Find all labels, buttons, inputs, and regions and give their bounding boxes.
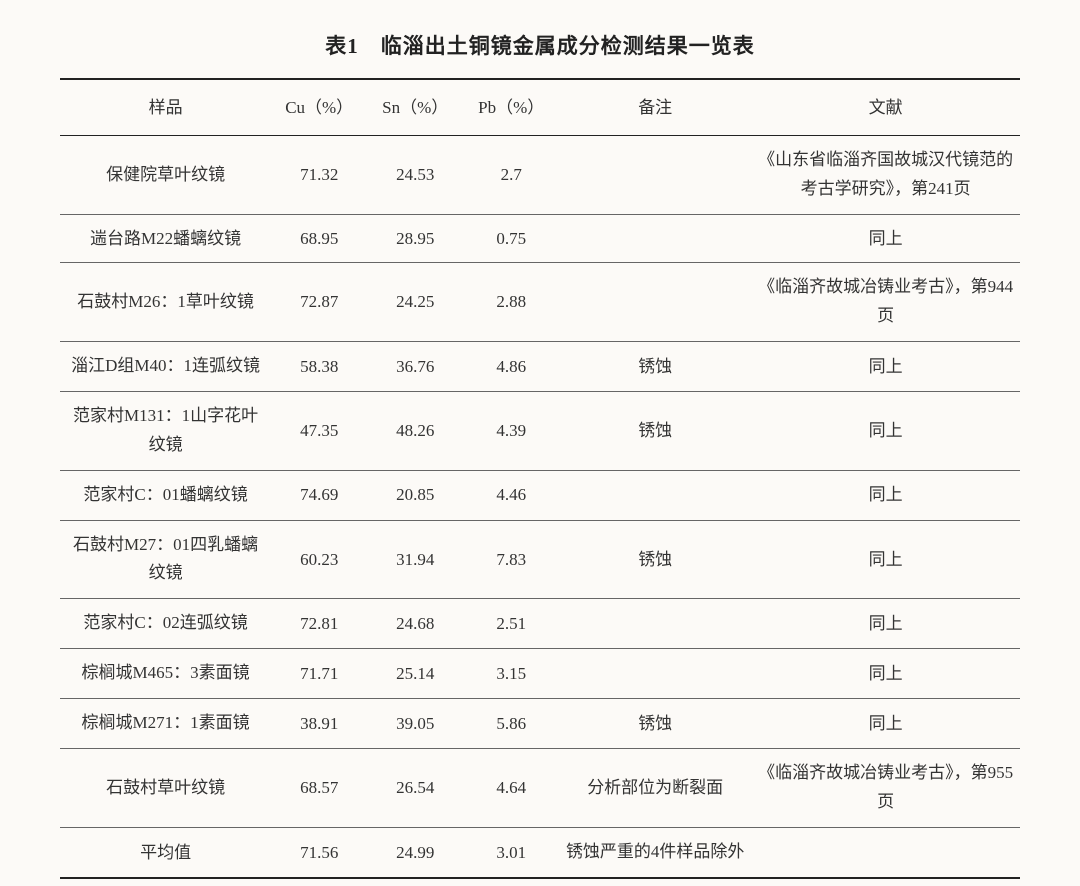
cell-sample: 棕榈城M271：1素面镜 <box>60 699 271 749</box>
cell-cu: 72.81 <box>271 599 367 649</box>
table-row: 保健院草叶纹镜71.3224.532.7 《山东省临淄齐国故城汉代镜范的考古学研究… <box>60 136 1020 215</box>
cell-sample: 平均值 <box>60 827 271 877</box>
cell-pb: 2.51 <box>463 599 559 649</box>
cell-note: 锈蚀 <box>559 520 751 599</box>
cell-pb: 4.86 <box>463 341 559 391</box>
data-table: 样品 Cu（%） Sn（%） Pb（%） 备注 文献 保健院草叶纹镜71.322… <box>60 78 1020 879</box>
cell-pb: 4.39 <box>463 391 559 470</box>
cell-pb: 2.88 <box>463 263 559 342</box>
cell-pb: 3.01 <box>463 827 559 877</box>
cell-ref: 同上 <box>751 599 1020 649</box>
cell-pb: 2.7 <box>463 136 559 215</box>
cell-sn: 28.95 <box>367 214 463 262</box>
cell-pb: 4.46 <box>463 470 559 520</box>
col-header-cu: Cu（%） <box>271 79 367 136</box>
cell-ref: 《临淄齐故城冶铸业考古》，第955页 <box>751 748 1020 827</box>
cell-ref: 同上 <box>751 470 1020 520</box>
table-row: 石鼓村M27：01四乳蟠螭纹镜60.2331.947.83锈蚀同上 <box>60 520 1020 599</box>
cell-ref: 同上 <box>751 214 1020 262</box>
cell-note: 分析部位为断裂面 <box>559 748 751 827</box>
col-header-note: 备注 <box>559 79 751 136</box>
table-row: 平均值71.5624.993.01锈蚀严重的4件样品除外 <box>60 827 1020 877</box>
cell-sn: 31.94 <box>367 520 463 599</box>
cell-cu: 74.69 <box>271 470 367 520</box>
cell-pb: 0.75 <box>463 214 559 262</box>
cell-sample: 棕榈城M465：3素面镜 <box>60 649 271 699</box>
table-row: 遄台路M22蟠螭纹镜68.9528.950.75 同上 <box>60 214 1020 262</box>
cell-ref: 《山东省临淄齐国故城汉代镜范的考古学研究》，第241页 <box>751 136 1020 215</box>
table-header-row: 样品 Cu（%） Sn（%） Pb（%） 备注 文献 <box>60 79 1020 136</box>
cell-sample: 保健院草叶纹镜 <box>60 136 271 215</box>
cell-sn: 26.54 <box>367 748 463 827</box>
cell-ref <box>751 827 1020 877</box>
cell-ref: 同上 <box>751 699 1020 749</box>
cell-sample: 淄江D组M40：1连弧纹镜 <box>60 341 271 391</box>
cell-sample: 范家村C：01蟠螭纹镜 <box>60 470 271 520</box>
cell-note: 锈蚀 <box>559 699 751 749</box>
cell-cu: 71.71 <box>271 649 367 699</box>
col-header-pb: Pb（%） <box>463 79 559 136</box>
table-row: 淄江D组M40：1连弧纹镜58.3836.764.86锈蚀同上 <box>60 341 1020 391</box>
cell-ref: 《临淄齐故城冶铸业考古》，第944页 <box>751 263 1020 342</box>
cell-sample: 石鼓村草叶纹镜 <box>60 748 271 827</box>
cell-note <box>559 470 751 520</box>
cell-pb: 4.64 <box>463 748 559 827</box>
table-row: 范家村C：02连弧纹镜72.8124.682.51 同上 <box>60 599 1020 649</box>
cell-note: 锈蚀 <box>559 341 751 391</box>
cell-cu: 71.56 <box>271 827 367 877</box>
table-row: 范家村C：01蟠螭纹镜74.6920.854.46 同上 <box>60 470 1020 520</box>
cell-pb: 5.86 <box>463 699 559 749</box>
cell-sn: 25.14 <box>367 649 463 699</box>
cell-ref: 同上 <box>751 391 1020 470</box>
cell-note: 锈蚀严重的4件样品除外 <box>559 827 751 877</box>
cell-note <box>559 136 751 215</box>
cell-sample: 石鼓村M26：1草叶纹镜 <box>60 263 271 342</box>
cell-pb: 3.15 <box>463 649 559 699</box>
cell-sn: 36.76 <box>367 341 463 391</box>
cell-cu: 38.91 <box>271 699 367 749</box>
cell-ref: 同上 <box>751 341 1020 391</box>
table-row: 棕榈城M271：1素面镜38.9139.055.86锈蚀同上 <box>60 699 1020 749</box>
cell-sn: 20.85 <box>367 470 463 520</box>
cell-sample: 范家村C：02连弧纹镜 <box>60 599 271 649</box>
table-title: 表1 临淄出土铜镜金属成分检测结果一览表 <box>60 30 1020 60</box>
table-row: 石鼓村M26：1草叶纹镜72.8724.252.88 《临淄齐故城冶铸业考古》，第… <box>60 263 1020 342</box>
cell-cu: 68.57 <box>271 748 367 827</box>
cell-note <box>559 214 751 262</box>
cell-sample: 遄台路M22蟠螭纹镜 <box>60 214 271 262</box>
cell-cu: 47.35 <box>271 391 367 470</box>
cell-cu: 71.32 <box>271 136 367 215</box>
cell-note: 锈蚀 <box>559 391 751 470</box>
cell-cu: 58.38 <box>271 341 367 391</box>
cell-sample: 石鼓村M27：01四乳蟠螭纹镜 <box>60 520 271 599</box>
cell-ref: 同上 <box>751 520 1020 599</box>
cell-cu: 60.23 <box>271 520 367 599</box>
table-row: 棕榈城M465：3素面镜71.7125.143.15 同上 <box>60 649 1020 699</box>
cell-pb: 7.83 <box>463 520 559 599</box>
cell-sn: 24.68 <box>367 599 463 649</box>
cell-note <box>559 649 751 699</box>
cell-sn: 24.99 <box>367 827 463 877</box>
cell-ref: 同上 <box>751 649 1020 699</box>
cell-note <box>559 599 751 649</box>
cell-cu: 72.87 <box>271 263 367 342</box>
table-body: 保健院草叶纹镜71.3224.532.7 《山东省临淄齐国故城汉代镜范的考古学研究… <box>60 136 1020 878</box>
cell-sn: 24.25 <box>367 263 463 342</box>
cell-note <box>559 263 751 342</box>
cell-sn: 48.26 <box>367 391 463 470</box>
table-row: 石鼓村草叶纹镜68.5726.544.64分析部位为断裂面《临淄齐故城冶铸业考古… <box>60 748 1020 827</box>
metal-composition-table: 表1 临淄出土铜镜金属成分检测结果一览表 样品 Cu（%） Sn（%） Pb（%… <box>60 30 1020 879</box>
table-row: 范家村M131：1山字花叶纹镜47.3548.264.39锈蚀同上 <box>60 391 1020 470</box>
cell-cu: 68.95 <box>271 214 367 262</box>
col-header-sample: 样品 <box>60 79 271 136</box>
cell-sn: 39.05 <box>367 699 463 749</box>
col-header-ref: 文献 <box>751 79 1020 136</box>
col-header-sn: Sn（%） <box>367 79 463 136</box>
cell-sn: 24.53 <box>367 136 463 215</box>
cell-sample: 范家村M131：1山字花叶纹镜 <box>60 391 271 470</box>
